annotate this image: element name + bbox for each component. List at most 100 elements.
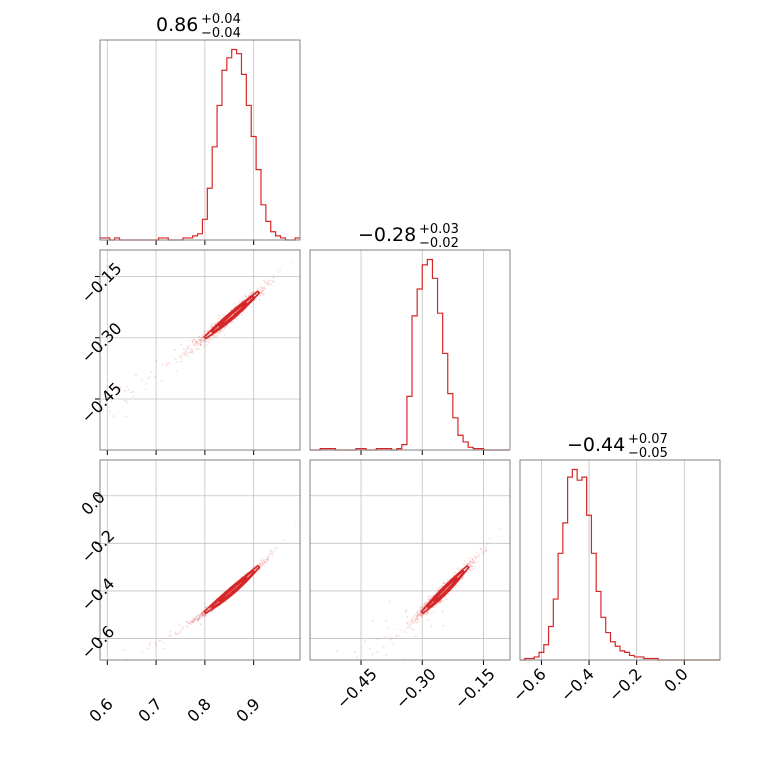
scatter-point [250, 291, 253, 294]
scatter-outlier [354, 651, 356, 653]
scatter-point [439, 600, 442, 603]
scatter-point [471, 558, 474, 561]
scatter-point [427, 611, 429, 614]
scatter-point [460, 567, 462, 570]
scatter-point [420, 602, 423, 605]
scatter-point [243, 294, 246, 296]
scatter-point [257, 562, 260, 565]
scatter-point [260, 291, 263, 294]
panel-scatter-2-0 [95, 459, 301, 665]
scatter-point [217, 332, 220, 335]
scatter-point [204, 332, 206, 335]
scatter-point [417, 613, 419, 616]
scatter-point [471, 558, 474, 561]
scatter-point [194, 616, 197, 619]
scatter-point [262, 287, 265, 289]
scatter-point [263, 288, 266, 291]
scatter-point [264, 558, 267, 561]
scatter-point [464, 559, 466, 562]
scatter-outlier [415, 635, 417, 638]
scatter-point [475, 562, 478, 565]
scatter-point [418, 613, 421, 616]
scatter-point [210, 610, 213, 613]
scatter-point [473, 562, 476, 564]
scatter-point [210, 326, 212, 329]
scatter-point [485, 549, 488, 552]
contour-level-2 [218, 576, 248, 603]
scatter-point [204, 340, 207, 342]
scatter-outlier [154, 375, 156, 378]
scatter-point [218, 331, 221, 333]
scatter-point [204, 613, 207, 616]
scatter-point [474, 556, 477, 559]
scatter-point [417, 614, 420, 617]
xtick-label-p1-2: −0.15 [451, 664, 499, 712]
scatter-point [202, 614, 205, 617]
scatter-point [442, 581, 445, 583]
scatter-point [241, 313, 243, 316]
bottom-ticks-param-2: −0.6 −0.4 −0.2 0.0 [509, 664, 692, 705]
scatter-point [189, 344, 192, 347]
scatter-outlier [146, 647, 149, 650]
scatter-outlier [155, 360, 158, 362]
scatter-point [478, 552, 481, 555]
scatter-point [206, 343, 209, 346]
scatter-point [196, 348, 198, 350]
panel-hist-0 [99, 39, 301, 245]
scatter-point [442, 582, 445, 585]
scatter-point [411, 619, 414, 622]
scatter-outlier [190, 351, 193, 354]
scatter-point [462, 576, 465, 579]
scatter-point [471, 562, 474, 565]
scatter-point [208, 332, 211, 335]
contour-level-1 [210, 569, 256, 609]
xtick-label-p0-0: 0.6 [85, 694, 116, 725]
scatter-outlier [125, 401, 128, 403]
scatter-point [263, 293, 266, 296]
scatter-point [262, 289, 265, 292]
scatter-point [415, 617, 417, 620]
scatter-point [201, 612, 204, 615]
scatter-point [201, 614, 204, 617]
scatter-point [191, 340, 194, 343]
scatter-point [262, 558, 265, 561]
scatter-point [199, 615, 201, 617]
scatter-point [442, 599, 445, 602]
scatter-point [266, 556, 269, 558]
scatter-point [187, 621, 189, 624]
scatter-point [200, 338, 202, 341]
scatter-point [282, 539, 285, 542]
scatter-point [214, 322, 217, 325]
scatter-point [259, 290, 261, 293]
scatter-point [425, 607, 428, 610]
scatter-point [436, 587, 439, 590]
scatter-point [259, 287, 262, 290]
scatter-outlier [158, 640, 161, 643]
scatter-point [252, 291, 255, 294]
scatter-point [456, 567, 459, 570]
scatter-point [203, 616, 206, 619]
scatter-point [294, 525, 297, 527]
scatter-point [265, 562, 268, 564]
scatter-outlier [146, 377, 149, 380]
scatter-point [200, 616, 203, 618]
scatter-outlier [124, 399, 126, 402]
scatter-point [202, 330, 205, 333]
scatter-point [441, 601, 444, 603]
scatter-point [210, 606, 212, 609]
scatter-point [415, 614, 418, 617]
scatter-point [271, 552, 273, 555]
scatter-point [406, 622, 409, 625]
scatter-point [210, 326, 213, 329]
scatter-point [481, 551, 483, 554]
scatter-point [191, 340, 194, 343]
scatter-point [404, 631, 407, 634]
scatter-point [418, 620, 421, 623]
scatter-point [392, 642, 395, 645]
scatter-point [409, 620, 412, 623]
scatter-outlier [186, 353, 189, 356]
scatter-point [199, 344, 202, 346]
scatter-point [199, 343, 202, 345]
scatter-point [439, 602, 441, 605]
scatter-point [201, 337, 204, 340]
